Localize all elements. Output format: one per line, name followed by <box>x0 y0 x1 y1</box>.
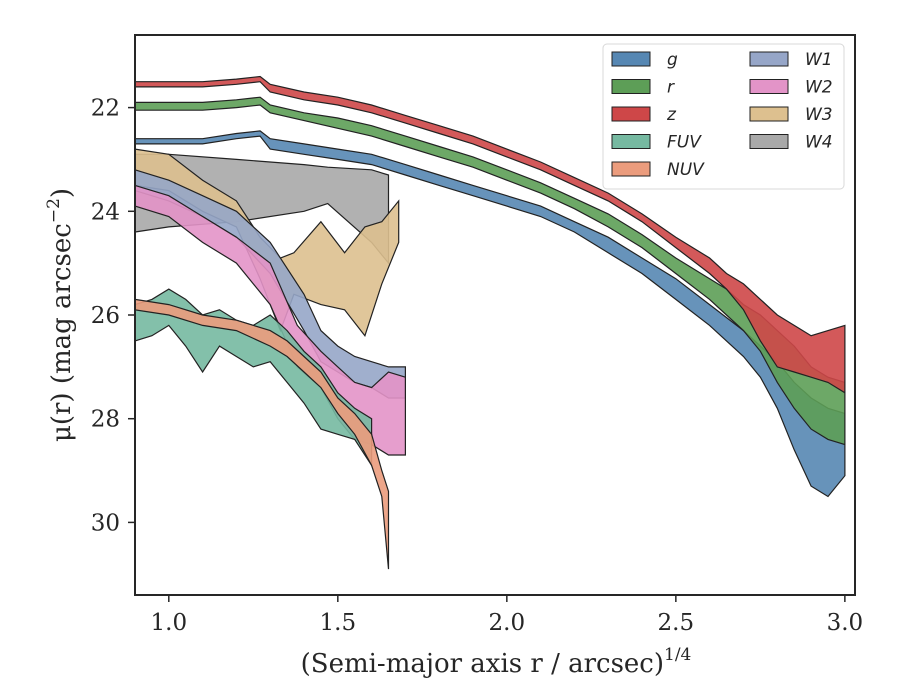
y-tick-label: 28 <box>91 407 120 433</box>
legend-swatch-r <box>611 79 651 94</box>
legend-swatch-w2 <box>749 79 789 94</box>
legend-swatch-nuv <box>611 161 651 177</box>
y-axis-ticks: 22 24 26 28 30 <box>91 96 135 536</box>
band-r <box>134 96 846 446</box>
legend: grz FUV NUV W1 W2 W3 W4 <box>602 43 845 190</box>
legend-label-w4: W4 <box>805 133 833 153</box>
y-tick-label: 22 <box>91 96 120 122</box>
legend-label-w1: W1 <box>805 50 833 70</box>
legend-swatch-g <box>611 51 651 67</box>
legend-swatch-z <box>611 106 651 122</box>
y-axis-title: μ(r) (mag arcsec−2) <box>44 188 77 442</box>
legend-swatch-w1 <box>749 51 789 67</box>
legend-label-nuv: NUV <box>667 160 705 180</box>
legend-label-fuv: FUV <box>667 133 702 153</box>
band-w2 <box>134 184 406 456</box>
x-tick-label: 1.0 <box>151 610 188 636</box>
legend-label-z: z <box>666 105 677 125</box>
y-tick-label: 30 <box>91 510 120 536</box>
y-axis-title-exponent: −2 <box>44 198 64 223</box>
band-z <box>134 75 846 394</box>
legend-swatch-w4 <box>749 134 789 149</box>
x-tick-label: 3.0 <box>827 610 864 636</box>
bands-layer <box>134 75 846 570</box>
legend-label-g: g <box>667 50 678 70</box>
x-axis-ticks: 1.0 1.5 2.0 2.5 3.0 <box>151 595 864 636</box>
x-axis-title: (Semi-major axis r / arcsec)1/4 <box>301 645 692 679</box>
legend-swatch-w3 <box>749 106 789 122</box>
band-g <box>134 130 846 498</box>
y-tick-label: 24 <box>91 199 120 225</box>
legend-label-w2: W2 <box>805 78 833 98</box>
legend-label-r: r <box>667 78 675 98</box>
y-tick-label: 26 <box>91 303 120 329</box>
x-tick-label: 1.5 <box>320 610 357 636</box>
x-tick-label: 2.5 <box>658 610 695 636</box>
band-nuv <box>134 298 390 570</box>
x-tick-label: 2.0 <box>489 610 526 636</box>
x-axis-title-exponent: 1/4 <box>664 645 691 665</box>
legend-swatch-fuv <box>611 134 651 149</box>
legend-label-w3: W3 <box>805 105 833 125</box>
